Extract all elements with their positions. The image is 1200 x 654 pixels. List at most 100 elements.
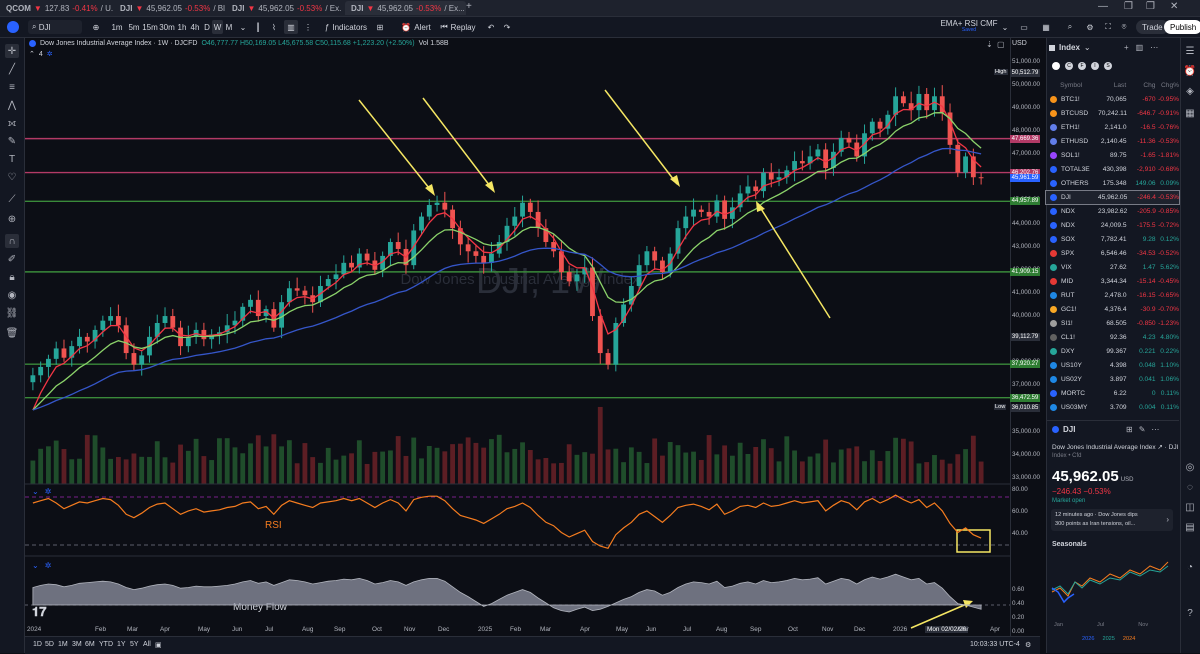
timeframe-1h[interactable]: 1h xyxy=(177,22,187,32)
range-ytd[interactable]: YTD xyxy=(99,641,113,648)
trade-button[interactable]: Trade xyxy=(1136,20,1169,34)
watchlist-row[interactable]: ETH1! 2,141.0 -16.5 -0.76% xyxy=(1046,121,1179,134)
watchlist-row[interactable]: OTHERS 175.348 149.06 0.09% xyxy=(1046,177,1179,190)
watchlist-row[interactable]: ETHUSD 2,140.45 -11.36 -0.53% xyxy=(1046,135,1179,148)
redo-icon[interactable]: ↷ xyxy=(503,22,511,32)
projection-icon[interactable]: ⟗ xyxy=(7,117,17,129)
range-3m[interactable]: 3M xyxy=(72,641,82,648)
alert-button[interactable]: ⏰ Alert xyxy=(401,22,431,32)
timeframe-30m[interactable]: 30m xyxy=(159,22,175,32)
crosshair-icon[interactable]: ✛ xyxy=(5,44,19,58)
watchlist-row[interactable]: SPX 6,546.46 -34.53 -0.52% xyxy=(1046,247,1179,260)
compare-symbol-button[interactable]: ⊕ xyxy=(90,20,102,34)
browser-tab-active[interactable]: DJI ▼ 45,962.05 -0.53% / Ex... xyxy=(345,1,466,15)
chart-pane[interactable]: DJI, 1W Dow Jones Industrial Average Ind… xyxy=(25,38,1010,636)
filter-f[interactable]: F xyxy=(1078,62,1086,70)
target-icon[interactable]: ◎ xyxy=(1185,461,1195,473)
watchlist-header[interactable]: Index ⌄ xyxy=(1049,43,1091,52)
settings-icon[interactable]: ✲ xyxy=(46,51,53,58)
watchlist-row[interactable]: SI1! 68.505 -0.850 -1.23% xyxy=(1046,317,1179,330)
bar-style-icon[interactable]: ┃ xyxy=(255,22,261,32)
magnet-icon[interactable]: ∩ xyxy=(5,234,19,248)
watchlist-row[interactable]: GC1! 4,376.4 -30.9 -0.70% xyxy=(1046,303,1179,316)
timeframe-1m[interactable]: 1m xyxy=(111,22,123,32)
fib-retracement-icon[interactable]: ≡ xyxy=(9,81,15,93)
download-icon[interactable]: ⇣ xyxy=(986,40,993,49)
browser-tab[interactable]: DJI ▼ 45,962.05 -0.53% / Ex... xyxy=(232,3,341,13)
user-avatar[interactable] xyxy=(4,20,22,34)
calendar-icon[interactable]: ▤ xyxy=(1185,521,1195,533)
settings-icon[interactable]: ⚙ xyxy=(1086,22,1094,32)
watchlist-row[interactable]: SOL1! 89.75 -1.65 -1.81% xyxy=(1046,149,1179,162)
notifications-icon[interactable]: ◔ xyxy=(1186,561,1194,573)
grid-icon[interactable]: ⊞ xyxy=(1126,425,1133,434)
watchlist-row[interactable]: BTC1! 70,065 -670 -0.95% xyxy=(1046,93,1179,106)
more-icon[interactable]: ⋯ xyxy=(1151,425,1160,434)
link-icon[interactable]: ⛓ xyxy=(5,307,19,319)
collapse-icon[interactable]: ⌄ xyxy=(32,561,39,570)
collapse-icon[interactable]: ⌄ xyxy=(32,487,39,496)
zoom-in-icon[interactable]: ⊕ xyxy=(7,213,17,225)
ruler-icon[interactable]: ⟋ xyxy=(8,193,16,205)
text-tool-icon[interactable]: T xyxy=(8,153,16,165)
browser-tab[interactable]: QCOM ▼ 127.83 -0.41% / U... xyxy=(6,3,113,13)
watchlist-row[interactable]: DJI 45,962.05 -246.4 -0.53% xyxy=(1045,190,1180,205)
range-1y[interactable]: 1Y xyxy=(117,641,126,648)
layout-grid-icon[interactable]: ▭ xyxy=(1020,22,1028,32)
collapse-icon[interactable]: ⌃ xyxy=(29,51,35,58)
layout-icon[interactable]: ▦ xyxy=(1042,22,1050,32)
indicators-button[interactable]: ƒ Indicators xyxy=(324,22,368,32)
trash-icon[interactable]: 🗑︎ xyxy=(5,327,19,339)
lock-icon[interactable]: 🔒︎ xyxy=(9,271,15,283)
range-5d[interactable]: 5D xyxy=(45,641,54,648)
watchlist-row[interactable]: US03MY 3.709 0.004 0.11% xyxy=(1046,401,1179,414)
browser-tab[interactable]: DJI ▼ 45,962.05 -0.53% / Bl... xyxy=(120,3,225,13)
news-card[interactable]: 12 minutes ago · Dow Jones dips 300 poin… xyxy=(1051,509,1173,531)
maximize-icon[interactable]: ▢ xyxy=(997,40,1005,49)
timeframe-4h[interactable]: 4h xyxy=(190,22,200,32)
watchlist-row[interactable]: NDX 23,982.62 -205.9 -0.85% xyxy=(1046,205,1179,218)
timeframe-dropdown-icon[interactable]: ⌄ xyxy=(239,22,247,32)
ideas-icon[interactable]: ◫ xyxy=(1185,501,1195,513)
range-6m[interactable]: 6M xyxy=(85,641,95,648)
settings-icon[interactable]: ✲ xyxy=(44,487,52,496)
edit-icon[interactable]: ✎ xyxy=(1138,425,1146,434)
timeframe-m[interactable]: M xyxy=(225,22,233,32)
timeframe-d[interactable]: D xyxy=(204,22,210,32)
watchlist-icon[interactable]: ☰ xyxy=(1185,45,1195,57)
close-icon[interactable]: ✕ xyxy=(1170,1,1179,12)
more-icon[interactable]: ⋯ xyxy=(1150,43,1159,52)
indicator-templates-icon[interactable]: ⊞ xyxy=(376,22,384,32)
pencil-lock-icon[interactable]: ✐ xyxy=(7,253,17,265)
help-icon[interactable]: ? xyxy=(1187,607,1193,619)
layout-dropdown-icon[interactable]: ⌄ xyxy=(1001,22,1009,32)
watchlist-row[interactable]: RUT 2,478.0 -16.15 -0.65% xyxy=(1046,289,1179,302)
filter-c[interactable]: C xyxy=(1065,62,1073,70)
settings-icon[interactable]: ✲ xyxy=(44,561,52,570)
range-5y[interactable]: 5Y xyxy=(130,641,139,648)
watchlist-row[interactable]: MID 3,344.34 -15.14 -0.45% xyxy=(1046,275,1179,288)
chat-icon[interactable]: ◌ xyxy=(1187,481,1193,493)
new-tab-icon[interactable]: + xyxy=(466,1,472,12)
filter-i[interactable]: I xyxy=(1091,62,1099,70)
heart-icon[interactable]: ♡ xyxy=(7,171,17,183)
minimize-icon[interactable]: — xyxy=(1098,1,1108,12)
watchlist-row[interactable]: TOTAL3E 430,398 -2,910 -0.68% xyxy=(1046,163,1179,176)
pattern-icon[interactable]: ⋀ xyxy=(7,99,17,111)
restore-icon[interactable]: ❐ xyxy=(1124,1,1133,12)
watchlist-row[interactable]: BTCUSD 70,242.11 -646.7 -0.91% xyxy=(1046,107,1179,120)
alarm-clock-icon[interactable]: ⏰ xyxy=(1183,65,1197,77)
watchlist-row[interactable]: DXY 99.367 0.221 0.22% xyxy=(1046,345,1179,358)
calendar-icon[interactable]: ▣ xyxy=(155,642,162,649)
watchlist-row[interactable]: VIX 27.62 1.47 5.62% xyxy=(1046,261,1179,274)
timeframe-w[interactable]: W xyxy=(212,20,223,34)
chart-type-icon[interactable]: ⋮ xyxy=(304,22,312,32)
chart-canvas[interactable]: DJI, 1W Dow Jones Industrial Average Ind… xyxy=(25,38,1010,636)
watchlist-row[interactable]: NDX 24,009.5 -175.5 -0.72% xyxy=(1046,219,1179,232)
layout-template-button[interactable]: EMA+ RSI CMF Saved xyxy=(940,19,998,34)
range-all[interactable]: All xyxy=(143,641,151,648)
watchlist-row[interactable]: US10Y 4.398 0.048 1.10% xyxy=(1046,359,1179,372)
layers-icon[interactable]: ◈ xyxy=(1186,85,1194,97)
trendline-icon[interactable]: ╱ xyxy=(8,63,16,75)
layout-icon[interactable]: ▥ xyxy=(1135,43,1144,52)
